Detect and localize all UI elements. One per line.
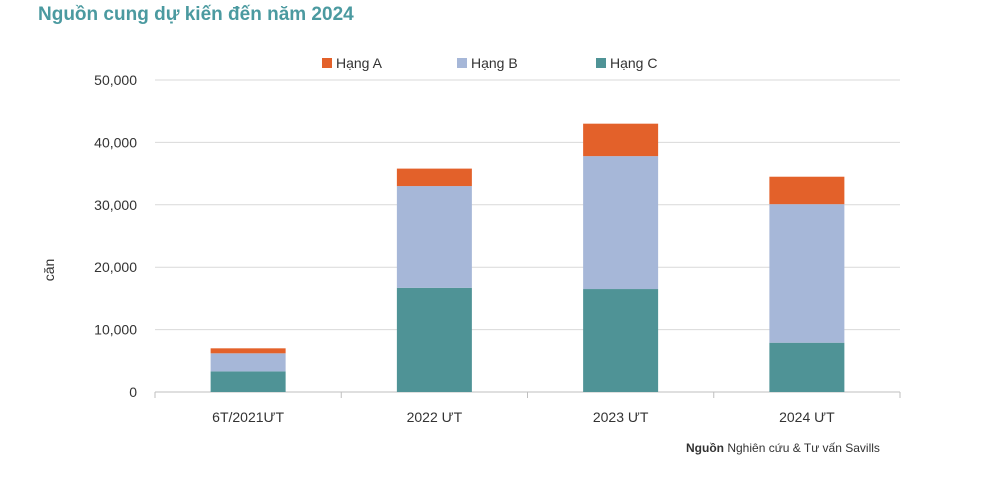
y-tick-label: 40,000	[94, 134, 137, 150]
chart-title: Nguồn cung dự kiến đến năm 2024	[38, 4, 354, 25]
y-tick-label: 50,000	[94, 72, 137, 88]
source-note: Nguồn Nghiên cứu & Tư vấn Savills	[686, 441, 880, 455]
y-tick-label: 10,000	[94, 322, 137, 338]
x-tick-label: 2023 ƯT	[593, 409, 649, 425]
y-axis-label: căn	[41, 259, 57, 282]
bar-segment	[583, 156, 659, 290]
bar-segment	[583, 289, 659, 392]
bar-segment	[396, 168, 472, 187]
x-tick-label: 6T/2021ƯT	[212, 409, 284, 425]
legend: Hạng A Hạng B Hạng C	[322, 55, 657, 71]
legend-swatch	[596, 58, 606, 68]
bar-segment	[769, 342, 845, 392]
source-text: Nghiên cứu & Tư vấn Savills	[724, 441, 880, 455]
bar-segment	[210, 353, 286, 372]
y-tick-label: 30,000	[94, 197, 137, 213]
legend-label: Hạng A	[336, 55, 383, 71]
bar-segment	[396, 287, 472, 392]
bar-segment	[769, 176, 845, 205]
bar-segment	[210, 348, 286, 354]
bar-segment	[210, 371, 286, 392]
y-tick-label: 20,000	[94, 259, 137, 275]
x-tick-label: 2022 ƯT	[407, 409, 463, 425]
x-tick-label: 2024 ƯT	[779, 409, 835, 425]
y-tick-labels: 0 10,000 20,000 30,000 40,000 50,000	[94, 72, 137, 400]
legend-swatch	[322, 58, 332, 68]
y-tick-label: 0	[129, 384, 137, 400]
x-tick-labels: 6T/2021ƯT 2022 ƯT 2023 ƯT 2024 ƯT	[212, 409, 835, 425]
bar-segment	[769, 204, 845, 343]
legend-label: Hạng B	[471, 55, 518, 71]
legend-swatch	[457, 58, 467, 68]
source-label: Nguồn	[686, 441, 724, 455]
bar-segment	[583, 123, 659, 157]
legend-label: Hạng C	[610, 55, 657, 71]
bar-segment	[396, 186, 472, 288]
bars	[210, 123, 845, 392]
